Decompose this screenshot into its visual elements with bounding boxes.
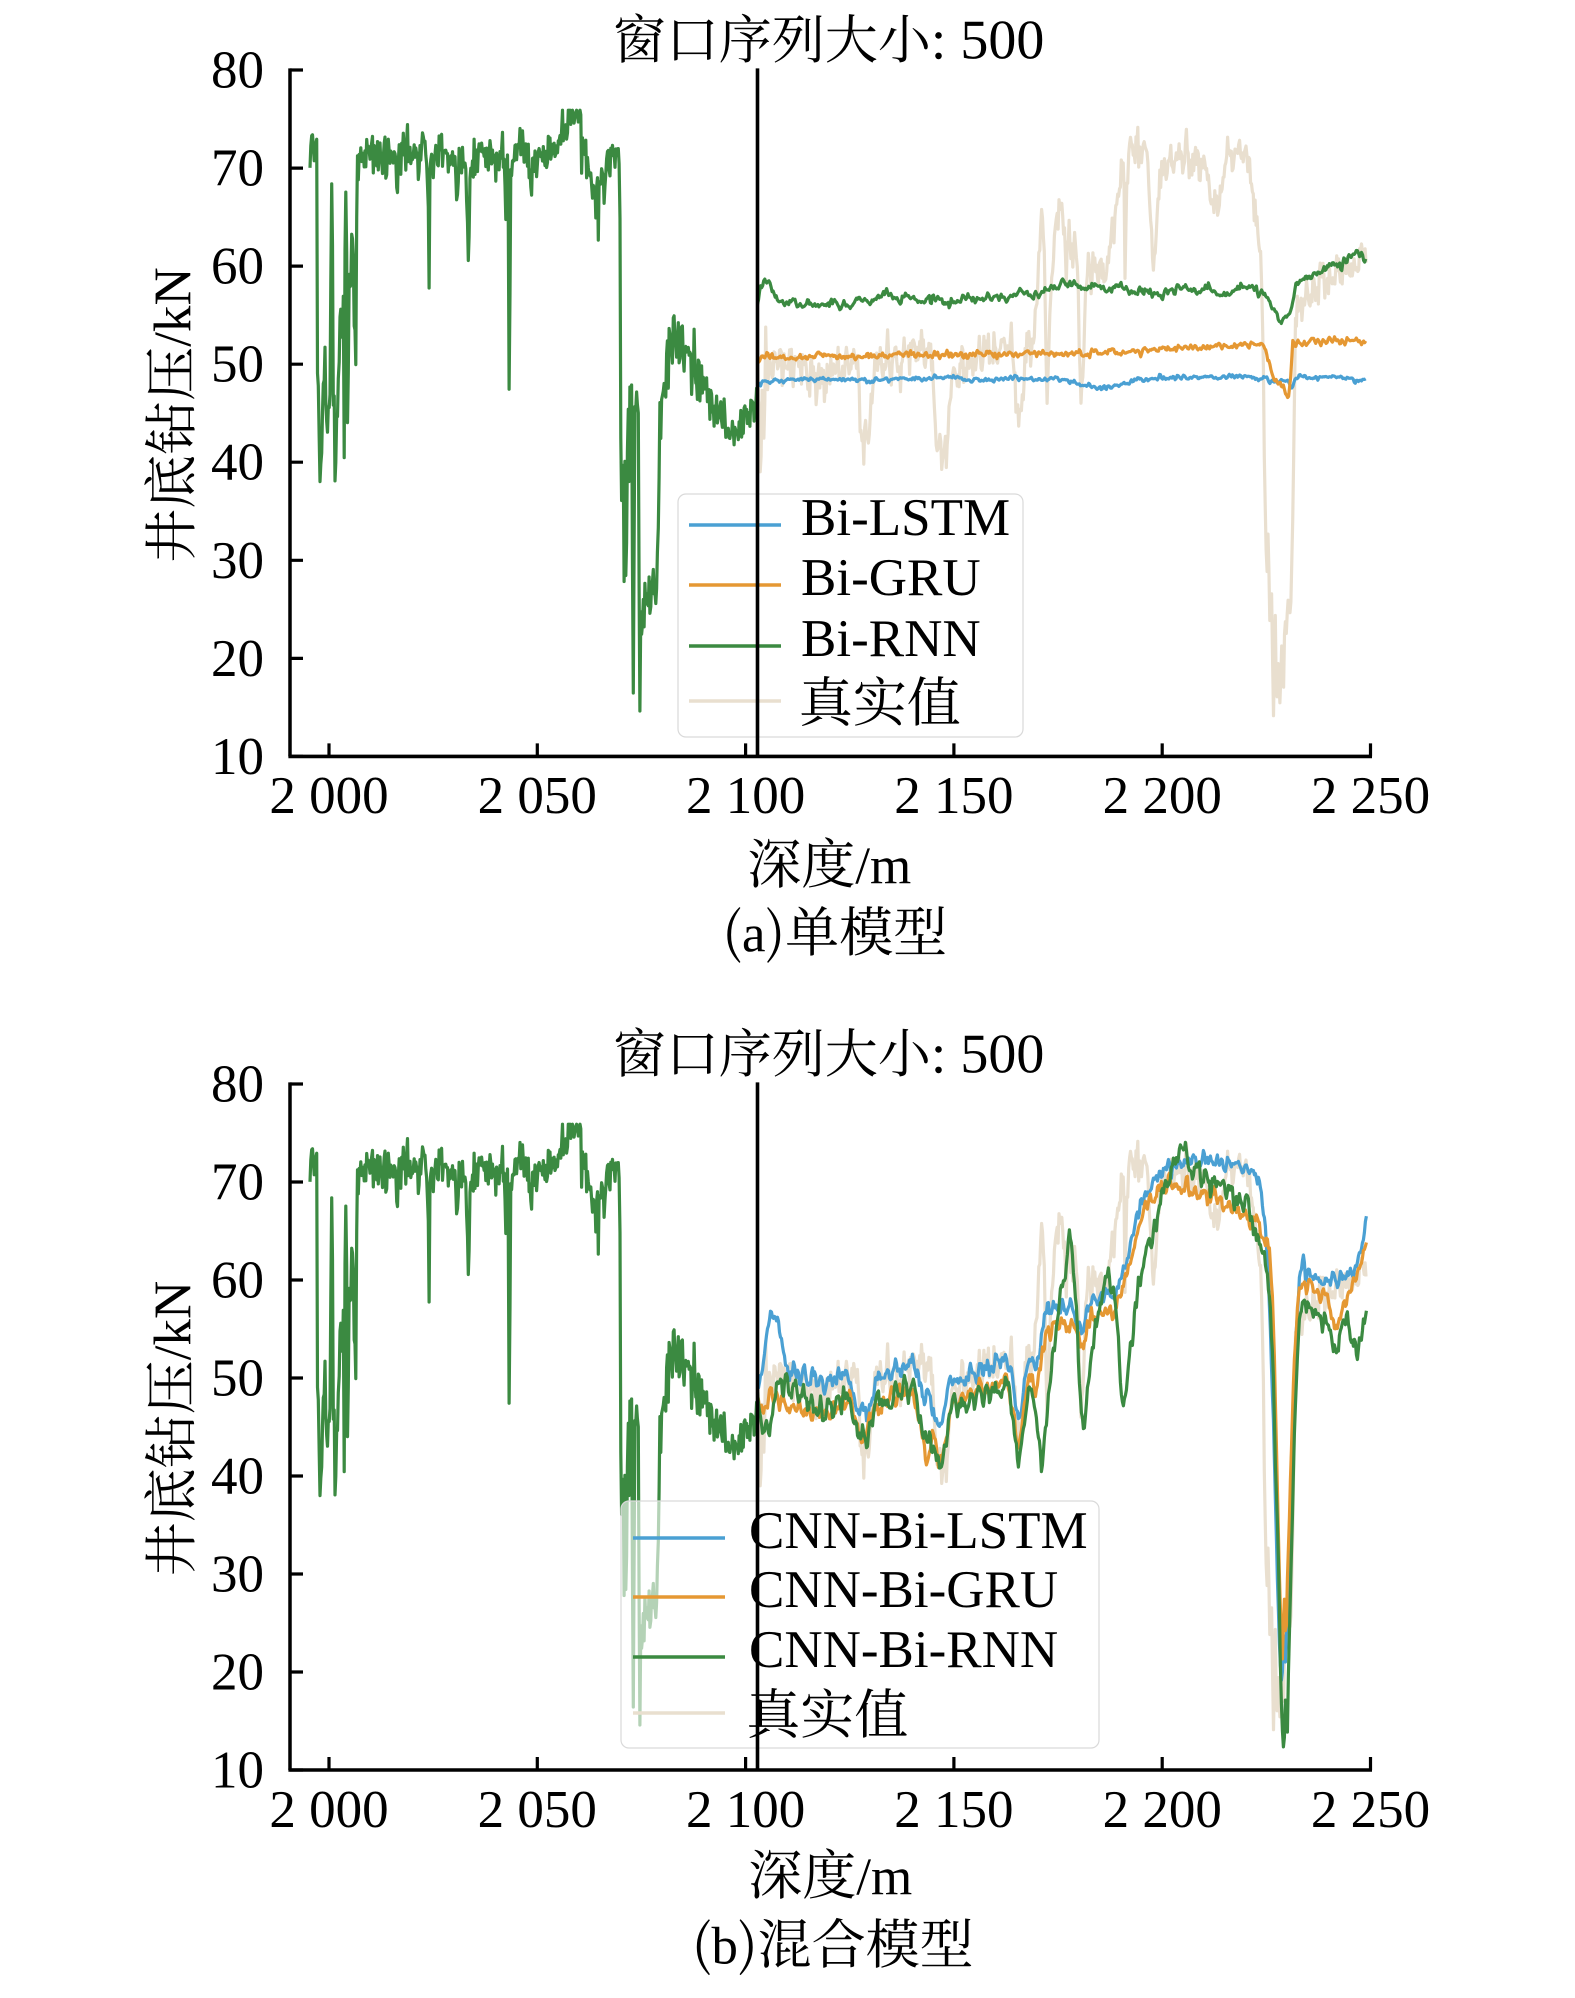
svg-text:2 200: 2 200 [1103,1781,1222,1839]
svg-text:2 000: 2 000 [269,1781,388,1839]
svg-text:50: 50 [211,336,264,394]
svg-text:CNN-Bi-LSTM: CNN-Bi-LSTM [749,1502,1088,1560]
svg-text:40: 40 [211,1448,264,1506]
svg-text:2 050: 2 050 [478,1781,597,1839]
svg-text:20: 20 [211,1644,264,1702]
svg-text:50: 50 [211,1350,264,1408]
svg-text:60: 60 [211,238,264,296]
svg-text:Bi-GRU: Bi-GRU [801,549,981,607]
svg-text:2 150: 2 150 [894,767,1013,825]
svg-text:CNN-Bi-RNN: CNN-Bi-RNN [749,1621,1058,1679]
svg-text:2 150: 2 150 [894,1781,1013,1839]
svg-text:2 250: 2 250 [1311,1781,1430,1839]
svg-text:2 050: 2 050 [478,767,597,825]
svg-text:2 250: 2 250 [1311,767,1430,825]
svg-text:80: 80 [211,42,264,100]
svg-text:CNN-Bi-GRU: CNN-Bi-GRU [749,1561,1058,1619]
svg-text:70: 70 [211,1154,264,1212]
svg-text:60: 60 [211,1252,264,1310]
svg-text:2 200: 2 200 [1103,767,1222,825]
svg-text:10: 10 [211,1742,264,1800]
svg-text:40: 40 [211,434,264,492]
svg-text:80: 80 [211,1056,264,1114]
svg-text:30: 30 [211,1546,264,1604]
svg-text:20: 20 [211,630,264,688]
svg-text:30: 30 [211,532,264,590]
svg-text:2 100: 2 100 [686,767,805,825]
svg-text:70: 70 [211,140,264,198]
svg-text:2 100: 2 100 [686,1781,805,1839]
svg-text:Bi-RNN: Bi-RNN [801,610,981,668]
svg-text:2 000: 2 000 [269,767,388,825]
svg-text:10: 10 [211,728,264,786]
svg-text:Bi-LSTM: Bi-LSTM [801,489,1010,547]
